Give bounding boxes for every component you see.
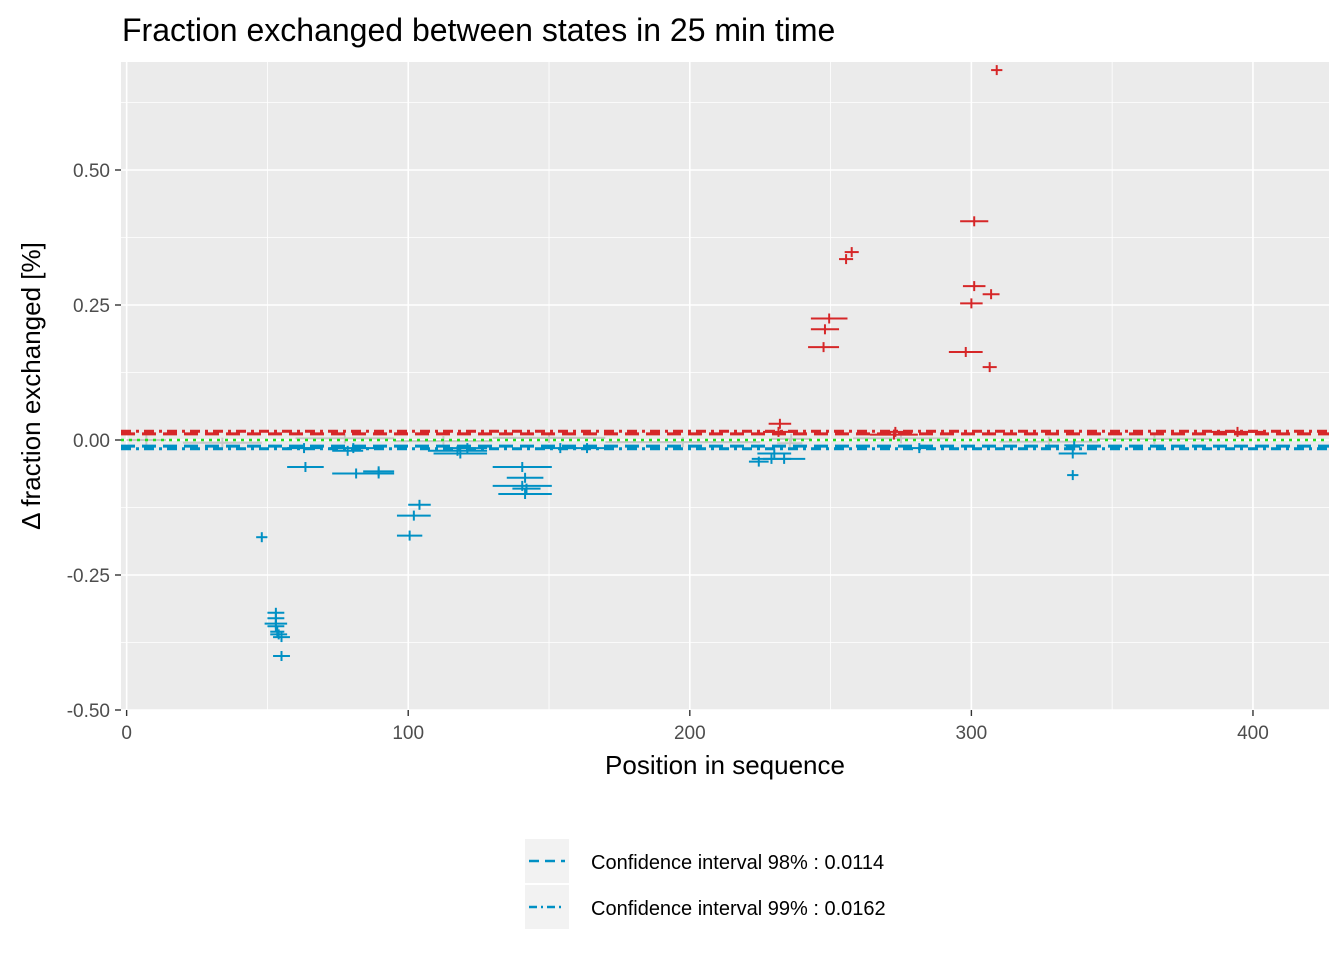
increased-point <box>991 65 1003 76</box>
decreased-point <box>492 462 552 472</box>
insignificant-point <box>182 437 262 448</box>
x-tick-label: 0 <box>121 723 132 744</box>
plot-panel <box>121 62 1329 710</box>
x-axis-title: Position in sequence <box>605 750 845 780</box>
y-tick-label: 0.25 <box>73 296 110 317</box>
decreased-point <box>506 472 544 483</box>
insignificant-point <box>777 438 803 449</box>
decreased-point <box>256 532 268 543</box>
decreased-point <box>396 530 423 541</box>
increased-point <box>768 418 792 429</box>
decreased-point <box>498 489 552 499</box>
y-tick-label: 0.00 <box>73 431 110 452</box>
y-tick-label: -0.50 <box>67 701 110 722</box>
x-tick-label: 100 <box>392 723 424 744</box>
decreased-point <box>267 621 285 632</box>
x-tick-label: 200 <box>674 723 706 744</box>
increased-point <box>982 362 997 373</box>
axis-ticks: 0 100 200 300 400 -0.50 -0.25 0.00 0.25 0.50 <box>67 161 1269 744</box>
y-tick-label: -0.25 <box>67 566 110 587</box>
decreased-point <box>287 462 324 472</box>
y-tick-label: 0.50 <box>73 161 110 182</box>
legend-label-ci98: Confidence interval 98% : 0.0114 <box>591 852 884 874</box>
increased-point <box>808 342 840 353</box>
legend-label-ci99: Confidence interval 99% : 0.0162 <box>591 898 886 920</box>
increased-point <box>810 313 848 324</box>
threshold-lines <box>121 429 1329 451</box>
chart-title: Fraction exchanged between states in 25 … <box>122 12 835 48</box>
increased-point <box>839 254 854 265</box>
increased-point <box>982 289 1000 300</box>
decreased-point <box>763 453 806 464</box>
decreased-point <box>512 483 541 494</box>
increased-point <box>948 346 983 357</box>
legend: Confidence interval 98% : 0.0114 Confide… <box>525 839 886 929</box>
decreased-point <box>273 632 290 643</box>
x-tick-label: 400 <box>1237 723 1269 744</box>
decreased-point <box>332 445 364 456</box>
decreased-point <box>363 468 395 479</box>
y-axis-title: Δ fraction exchanged [%] <box>16 242 46 530</box>
grid-major <box>121 62 1329 711</box>
x-tick-label: 300 <box>956 723 988 744</box>
decreased-point <box>287 443 321 454</box>
decreased-point <box>1067 470 1079 481</box>
decreased-point <box>273 651 290 661</box>
increased-point <box>844 247 859 258</box>
increased-point <box>962 281 986 292</box>
increased-point <box>960 298 983 309</box>
decreased-point <box>408 499 431 510</box>
increased-point <box>960 216 989 227</box>
decreased-point <box>396 510 431 521</box>
increased-point <box>810 324 840 335</box>
